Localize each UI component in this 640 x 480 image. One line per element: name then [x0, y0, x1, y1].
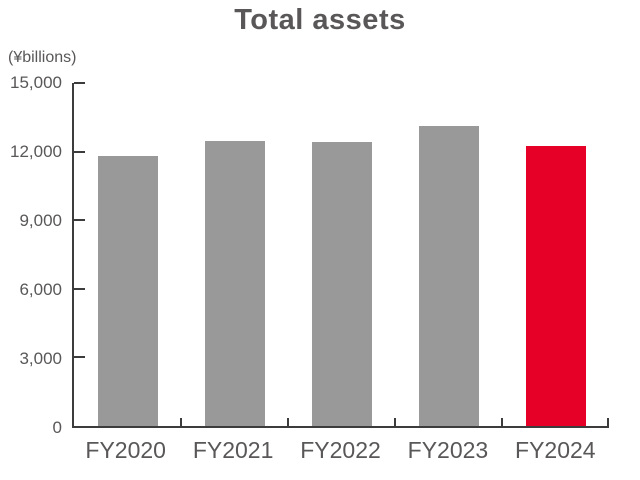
y-axis-labels: 15,000 12,000 9,000 6,000 3,000 0 — [0, 73, 62, 437]
bar-group-fy2023 — [395, 83, 502, 426]
y-axis-tick — [74, 287, 85, 290]
x-axis-tick — [287, 418, 289, 426]
x-axis-tick — [394, 418, 396, 426]
chart-title: Total assets — [234, 4, 406, 36]
y-axis-tick — [74, 82, 85, 84]
y-axis-tick — [74, 356, 85, 359]
x-axis-tick — [607, 418, 609, 426]
bar-group-fy2021 — [181, 83, 288, 426]
x-tick-label-fy2024: FY2024 — [515, 437, 596, 463]
bar-fy2020 — [97, 156, 158, 426]
y-tick-label-6000: 6,000 — [19, 280, 62, 299]
y-axis-tick — [74, 150, 85, 153]
bar-fy2022 — [311, 142, 372, 426]
x-axis-tick — [501, 418, 503, 426]
y-tick-label-15000: 15,000 — [10, 73, 62, 92]
x-tick-label-fy2020: FY2020 — [85, 437, 166, 463]
x-axis-labels: FY2020 FY2021 FY2022 FY2023 FY2024 — [72, 437, 609, 464]
bar-group-fy2024 — [502, 83, 609, 426]
bar-fy2024 — [525, 145, 586, 426]
x-tick-label-fy2022: FY2022 — [300, 437, 381, 463]
x-tick-label-fy2021: FY2021 — [192, 437, 274, 463]
y-tick-label-9000: 9,000 — [19, 211, 62, 230]
bar-fy2021 — [204, 141, 265, 426]
y-axis-tick — [74, 219, 85, 222]
x-tick-label-fy2023: FY2023 — [407, 437, 489, 463]
plot-area — [72, 82, 609, 428]
y-tick-label-3000: 3,000 — [19, 349, 62, 368]
y-axis-unit-label: (¥billions) — [8, 49, 77, 66]
x-axis-tick — [180, 418, 182, 426]
y-tick-label-0: 0 — [52, 418, 62, 437]
bars-row — [74, 83, 609, 426]
bar-group-fy2020 — [74, 83, 181, 426]
bar-group-fy2022 — [288, 83, 395, 426]
y-tick-label-12000: 12,000 — [10, 142, 62, 161]
bar-fy2023 — [418, 126, 479, 426]
